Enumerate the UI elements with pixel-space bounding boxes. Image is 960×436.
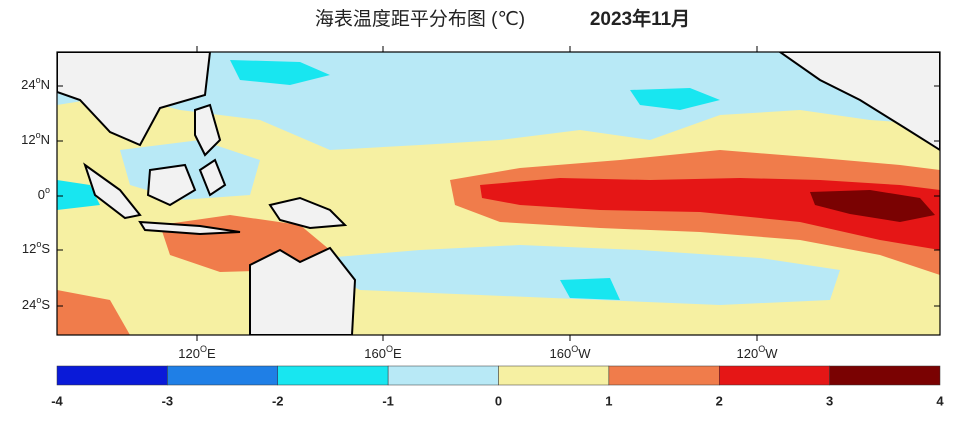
colorbar-tick-label: 1 (605, 393, 612, 408)
lat-label: 12oS (22, 239, 50, 256)
colorbar-bin (498, 365, 610, 386)
map-field (57, 52, 940, 335)
degree: 24 (22, 297, 36, 312)
degree-sign: o (36, 239, 41, 249)
colorbar-tick-label: -4 (51, 393, 63, 408)
colorbar-tick-label: -2 (272, 393, 284, 408)
colorbar-bin (387, 365, 499, 386)
colorbar-bin (608, 365, 720, 386)
colorbar-tick-label: -1 (382, 393, 394, 408)
degree-sign: O (758, 344, 765, 354)
degree: 12 (21, 132, 35, 147)
colorbar-bin (277, 365, 389, 386)
degree: 160 (364, 346, 386, 361)
lat-label: 24oN (21, 75, 50, 92)
degree-sign: o (45, 185, 50, 195)
direction: N (41, 77, 50, 92)
colorbar-tick-label: 3 (826, 393, 833, 408)
colorbar-tick-label: 0 (495, 393, 502, 408)
degree-sign: o (36, 75, 41, 85)
lon-label: 120OE (178, 344, 216, 361)
degree: 12 (22, 241, 36, 256)
lon-label: 160OE (364, 344, 402, 361)
degree: 24 (21, 77, 35, 92)
colorbar-bin (719, 365, 830, 386)
map-date: 2023年11月 (590, 7, 690, 30)
colorbar-bin (56, 365, 168, 386)
colorbar-tick-label: 4 (936, 393, 944, 408)
colorbar-bin (167, 365, 278, 386)
degree-sign: O (200, 344, 207, 354)
degree: 120 (178, 346, 200, 361)
degree-sign: O (386, 344, 393, 354)
direction: N (41, 132, 50, 147)
lon-label: 160OW (550, 344, 592, 361)
colorbar: -4 -3 -2 -1 0 1 2 3 4 (51, 365, 944, 408)
lat-label: 12oN (21, 130, 50, 147)
degree-sign: o (36, 295, 41, 305)
direction: W (765, 346, 778, 361)
map-frame (56, 51, 941, 336)
direction: W (578, 346, 591, 361)
degree: 120 (737, 346, 759, 361)
direction: S (41, 241, 50, 256)
colorbar-bin (829, 365, 941, 386)
lat-label: 0o (38, 185, 50, 202)
degree: 160 (550, 346, 572, 361)
direction: E (207, 346, 216, 361)
degree-sign: o (36, 130, 41, 140)
map-title: 海表温度距平分布图 (℃) (315, 8, 525, 30)
colorbar-tick-label: -3 (162, 393, 174, 408)
colorbar-tick-label: 2 (716, 393, 723, 408)
direction: S (41, 297, 50, 312)
degree-sign: O (571, 344, 578, 354)
lat-label: 24oS (22, 295, 50, 312)
lon-label: 120OW (737, 344, 779, 361)
degree: 0 (38, 187, 45, 202)
direction: E (393, 346, 402, 361)
